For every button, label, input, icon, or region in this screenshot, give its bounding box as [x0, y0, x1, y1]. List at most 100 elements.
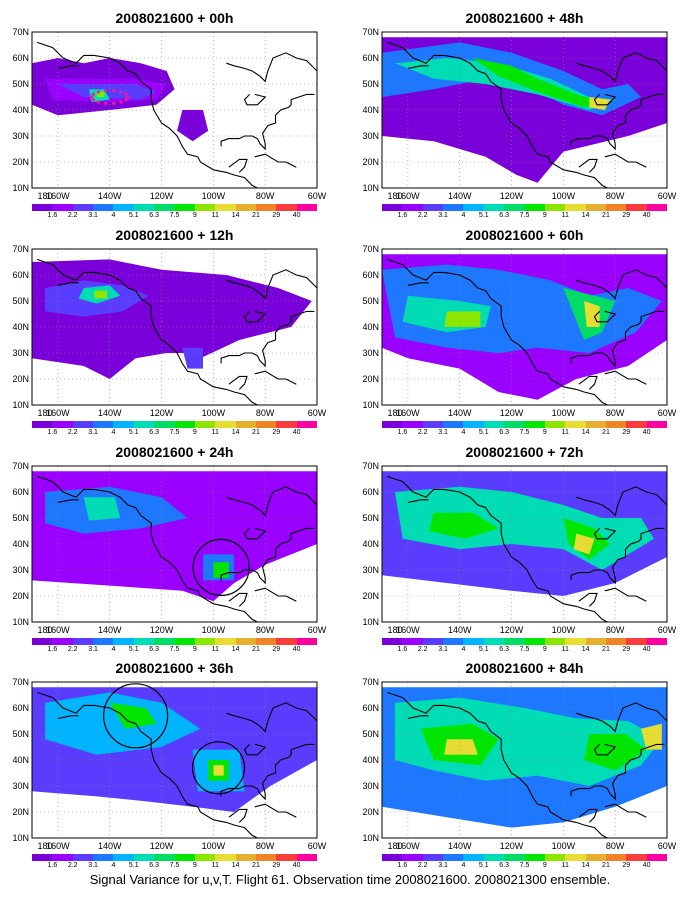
colorbar-label: 4: [111, 212, 116, 219]
latitude-label: 60N: [12, 703, 29, 713]
colorbar: 1.6 2.2 3.1 4 5.1 6.3 7.5 9 11 14 21 29 40: [382, 421, 668, 437]
colorbar-swatch: [585, 638, 606, 645]
variance-contour: [584, 301, 600, 327]
map-area: 70N 60N 50N 40N 30N 20N 10N 180 160W 140W 120W 100W…: [0, 678, 335, 856]
latitude-label: 30N: [12, 565, 29, 575]
latitude-label: 50N: [362, 513, 379, 523]
colorbar-swatch: [113, 421, 134, 428]
colorbar-label: 2.2: [417, 429, 428, 436]
latitude-label: 10N: [12, 183, 29, 193]
latitude-label: 40N: [12, 322, 29, 332]
colorbar-swatch: [646, 204, 668, 211]
colorbar-swatch: [626, 204, 647, 211]
colorbar-swatch: [422, 854, 444, 861]
variance-contour: [83, 497, 121, 521]
colorbar-swatch: [443, 204, 464, 211]
colorbar-label: 7.5: [169, 429, 180, 436]
colorbar: 1.6 2.2 3.1 4 5.1 6.3 7.5 9 11 14 21 29 40: [382, 854, 668, 870]
latitude-label: 40N: [12, 755, 29, 765]
latitude-label: 20N: [12, 374, 29, 384]
colorbar-swatch: [133, 204, 155, 211]
longitude-label: 140W: [448, 841, 472, 851]
colorbar-swatch: [154, 204, 175, 211]
panel-title: 2008021600 + 84h: [465, 660, 584, 676]
longitude-label: 160W: [396, 625, 420, 635]
colorbar-swatch: [585, 854, 606, 861]
coastline: [593, 310, 617, 323]
colorbar-label: 29: [272, 212, 281, 219]
coastline: [576, 486, 667, 517]
colorbar-swatch: [133, 421, 155, 428]
coastline: [57, 499, 79, 503]
variance-contour: [182, 347, 203, 369]
colorbar-label: 5.1: [128, 862, 139, 869]
coastline: [407, 65, 429, 69]
longitude-label: 120W: [500, 625, 524, 635]
coastline: [407, 715, 429, 719]
latitude-label: 70N: [362, 462, 379, 471]
map-frame: [381, 465, 668, 623]
longitude-label: 120W: [150, 408, 174, 418]
longitude-label: 60W: [658, 841, 677, 851]
observation-point: [96, 90, 101, 94]
variance-contour: [641, 723, 662, 750]
panel-title: 2008021600 + 72h: [465, 444, 584, 460]
colorbar-swatch: [72, 421, 94, 428]
colorbar-swatch: [585, 421, 606, 428]
colorbar-label: 14: [581, 212, 590, 219]
colorbar-swatch: [235, 421, 256, 428]
highlight-circle: [103, 683, 169, 749]
colorbar-label: 2.2: [67, 212, 78, 219]
observation-point: [124, 98, 128, 102]
colorbar-label: 40: [642, 646, 651, 653]
coastline: [220, 527, 315, 585]
longitude-label: 80W: [606, 625, 625, 635]
coastline: [578, 158, 598, 173]
panel-title: 2008021600 + 24h: [115, 444, 234, 460]
observation-point: [91, 92, 95, 96]
colorbar-swatch: [194, 638, 216, 645]
coastline: [220, 310, 315, 368]
colorbar-swatch: [215, 204, 236, 211]
colorbar-label: 7.5: [519, 862, 530, 869]
colorbar-swatch: [443, 854, 464, 861]
colorbar-swatch: [154, 421, 175, 428]
variance-contour: [57, 84, 157, 100]
longitude-label: 60W: [308, 408, 327, 418]
panel-title: 2008021600 + 12h: [115, 227, 234, 243]
coastline: [243, 743, 267, 756]
colorbar-label: 7.5: [169, 212, 180, 219]
latitude-label: 20N: [12, 591, 29, 601]
colorbar-label: 29: [622, 862, 631, 869]
colorbar-label: 40: [292, 862, 301, 869]
colorbar-swatch: [174, 204, 195, 211]
variance-contour: [444, 739, 478, 755]
colorbar-label: 11: [561, 646, 569, 653]
latitude-label: 30N: [12, 348, 29, 358]
colorbar-swatch: [255, 638, 277, 645]
coastline: [604, 370, 647, 385]
observation-point: [119, 100, 123, 104]
colorbar-label: 1.6: [397, 862, 408, 869]
longitude-label: 100W: [202, 408, 226, 418]
colorbar-swatch: [113, 638, 134, 645]
observation-point: [104, 101, 108, 105]
longitude-label: 120W: [500, 841, 524, 851]
colorbar-label: 40: [292, 429, 301, 436]
latitude-label: 10N: [362, 617, 379, 627]
colorbar-swatch: [422, 638, 444, 645]
longitude-label: 140W: [98, 625, 122, 635]
colorbar: 1.6 2.2 3.1 4 5.1 6.3 7.5 9 11 14 21 29 40: [32, 854, 318, 870]
colorbar-label: 3.1: [88, 429, 98, 436]
colorbar-swatch: [402, 638, 423, 645]
latitude-label: 40N: [362, 105, 379, 115]
coastline: [37, 475, 258, 622]
panel-title: 2008021600 + 48h: [465, 10, 584, 26]
colorbar-swatch: [626, 421, 647, 428]
longitude-label: 120W: [150, 625, 174, 635]
colorbar-swatch: [483, 204, 505, 211]
colorbar-label: 2.2: [67, 429, 78, 436]
